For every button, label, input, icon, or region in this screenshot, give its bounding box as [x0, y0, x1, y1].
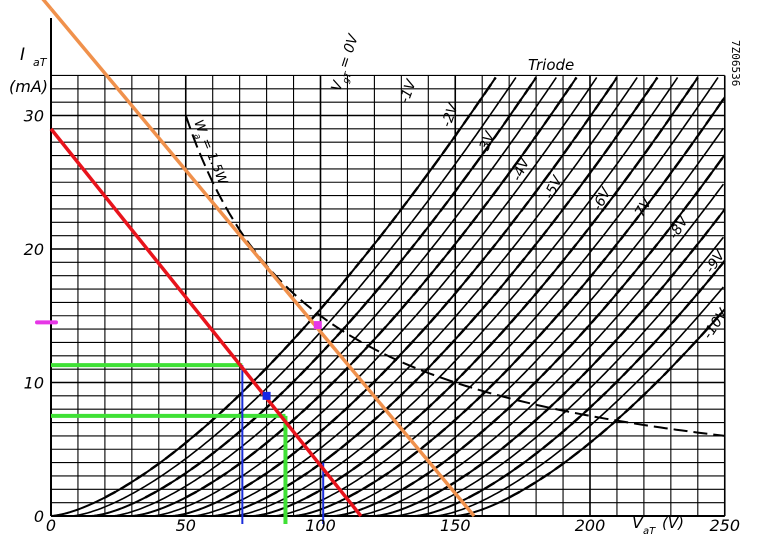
plate-curve-dashed-6 [346, 96, 726, 499]
red-load-line [49, 127, 363, 518]
plate-curve-0 [50, 76, 497, 517]
x-axis-unit: (V) [662, 514, 684, 532]
operating-point-0 [262, 391, 271, 400]
y-axis-label-sub: aT [33, 56, 48, 69]
x-tick-label: 150 [440, 516, 471, 535]
plate-curve-solid [152, 76, 598, 517]
curve-label-m1: -1V [397, 76, 421, 105]
plate-curve-solid [192, 76, 638, 517]
plate-curve-dashed-7 [387, 153, 726, 499]
plate-curve-solid [434, 286, 725, 517]
y-tick-label: 30 [24, 107, 44, 126]
y-axis-unit: (mA) [9, 77, 48, 96]
plate-curve-dashed-0 [104, 76, 497, 499]
x-tick-label: 100 [305, 516, 336, 535]
plate-curve-dashed-4 [266, 76, 659, 499]
svg-text:a: a [191, 132, 202, 141]
plate-curve-dashed-2 [185, 76, 578, 499]
orange-load-line [49, 7, 476, 518]
x-tick-label: 200 [575, 516, 606, 535]
plate-curve-solid [232, 76, 679, 517]
plate-curve-solid [71, 76, 517, 517]
curve-label-m4: -4V [509, 154, 534, 183]
plate-curve-solid [394, 236, 725, 517]
orange-load-line-ext [41, 0, 53, 10]
operating-point-1 [313, 321, 322, 330]
plate-curve-dashed-1 [144, 76, 538, 499]
axis-tick-labels: 0 50 100 150 200 250 0 10 20 30 [24, 107, 740, 536]
y-axis-label: I [20, 45, 25, 65]
svg-text:gT: gT [341, 70, 354, 85]
plate-curve-dashed-5 [306, 76, 699, 499]
x-axis-label-sub: aT [643, 526, 656, 537]
plate-curves-group [50, 76, 726, 517]
plate-curve-dashed-9 [468, 260, 726, 499]
plate-curve-dashed-3 [225, 76, 618, 499]
y-tick-label: 10 [24, 374, 44, 393]
plate-curve-7 [333, 154, 726, 517]
curve-label-m10: -10V [700, 305, 732, 342]
plate-curve-dashed-8 [427, 208, 726, 499]
curve-label-m2: -2V [439, 100, 463, 129]
plate-curve-solid [111, 76, 557, 517]
x-axis-label: V [632, 513, 644, 532]
curve-label-m8: -8V [666, 212, 693, 242]
plate-curve-solid [273, 76, 719, 517]
load-line-annotations [35, 0, 476, 524]
x-tick-label: 0 [46, 516, 56, 535]
x-tick-label: 50 [176, 516, 196, 535]
y-tick-label: 0 [34, 507, 44, 526]
chart-title: Triode [528, 56, 574, 74]
svg-text:= 0V: = 0V [336, 31, 362, 70]
plate-curve-solid [313, 127, 725, 517]
sheet-code: 7Z06536 [729, 40, 742, 86]
y-tick-label: 20 [24, 240, 44, 259]
plate-curve-solid [354, 183, 725, 517]
x-tick-label: 250 [709, 516, 740, 535]
